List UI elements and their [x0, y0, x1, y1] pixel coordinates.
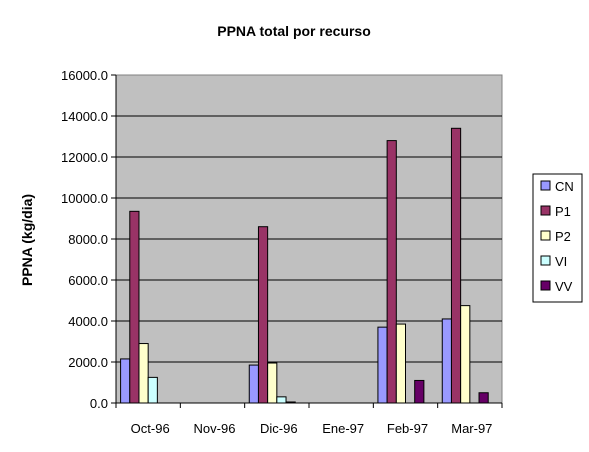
legend-label-vv: VV	[555, 279, 573, 294]
bar-cn-dic-96	[248, 364, 259, 404]
x-tick-label: Oct-96	[131, 421, 170, 436]
bar-p1-dic-96	[257, 226, 269, 404]
y-tick-label: 14000.0	[61, 109, 108, 124]
gridlines	[116, 115, 502, 363]
bar-cn-feb-97	[377, 326, 388, 404]
bar-p1-feb-97	[386, 140, 397, 404]
chart-title: PPNA total por recurso	[217, 23, 371, 39]
bar-p2-oct-96	[138, 343, 149, 404]
y-tick-label: 4000.0	[68, 314, 108, 329]
bar-vi-oct-96	[147, 376, 158, 404]
x-tick-label: Mar-97	[451, 421, 492, 436]
bar-vv-mar-97	[478, 392, 489, 404]
legend-swatch-cn	[540, 180, 551, 191]
axes	[111, 74, 503, 408]
bar-p2-mar-97	[460, 305, 471, 404]
y-axis-label: PPNA (kg/dia)	[19, 194, 35, 286]
y-tick-label: 2000.0	[68, 355, 108, 370]
y-tick-label: 16000.0	[61, 68, 108, 83]
legend-swatch-vi	[540, 255, 551, 266]
bar-cn-mar-97	[441, 318, 452, 404]
y-tick-label: 12000.0	[61, 150, 108, 165]
y-tick-label: 0.0	[90, 396, 108, 411]
legend-label-vi: VI	[555, 254, 567, 269]
x-tick-labels: Oct-96 Nov-96 Dic-96 Ene-97 Feb-97 Mar-97	[131, 421, 493, 436]
legend-label-cn: CN	[555, 179, 574, 194]
y-tick-label: 6000.0	[68, 273, 108, 288]
bar-p1-oct-96	[129, 210, 140, 404]
x-tick-label: Ene-97	[322, 421, 364, 436]
legend-swatch-vv	[540, 280, 551, 291]
legend-swatch-p1	[540, 205, 551, 216]
x-tick-label: Dic-96	[260, 421, 298, 436]
bar-p1-mar-97	[450, 127, 462, 404]
bar-cn-oct-96	[120, 358, 131, 404]
bar-p2-dic-96	[267, 362, 278, 404]
legend: CN P1 P2 VI VV	[532, 173, 583, 303]
y-tick-label: 10000.0	[61, 191, 108, 206]
legend-label-p2: P2	[555, 229, 571, 244]
y-tick-labels: 0.0 2000.0 4000.0 6000.0 8000.0 10000.0 12000.…	[61, 68, 108, 411]
bar-p2-feb-97	[395, 323, 406, 404]
legend-label-p1: P1	[555, 204, 571, 219]
y-tick-label: 8000.0	[68, 232, 108, 247]
x-tick-label: Nov-96	[194, 421, 236, 436]
legend-swatch-p2	[540, 230, 551, 241]
x-tick-label: Feb-97	[387, 421, 428, 436]
bar-vi-dic-96	[276, 396, 287, 404]
bar-vv-feb-97	[414, 379, 425, 404]
